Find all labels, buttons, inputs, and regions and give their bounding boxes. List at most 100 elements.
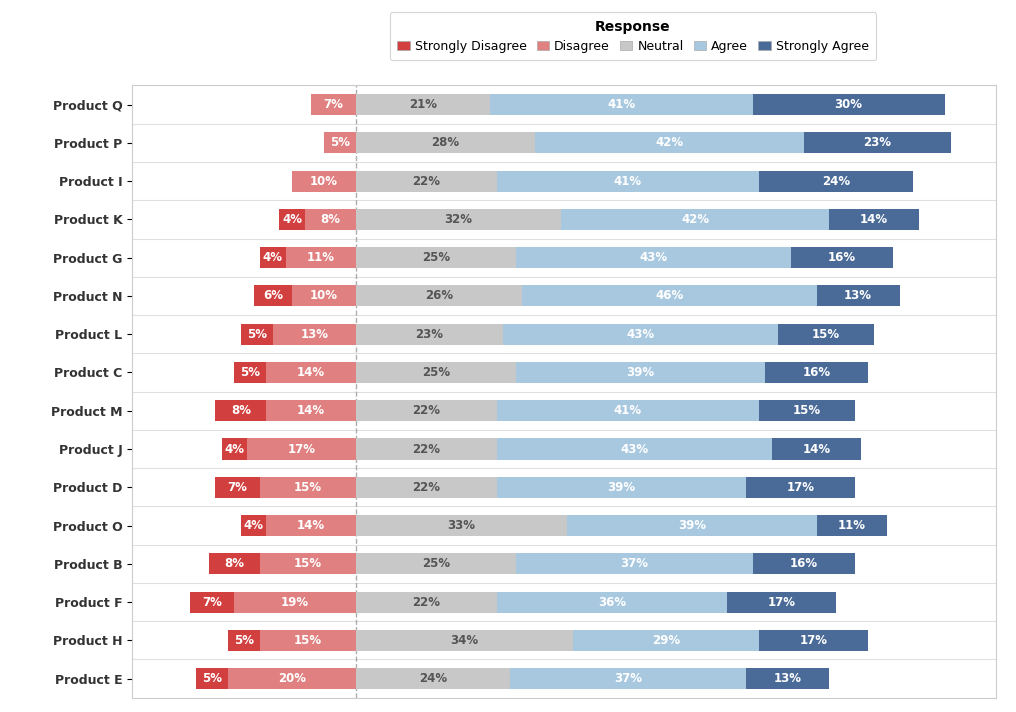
Text: 15%: 15% [792, 404, 821, 417]
Bar [497, 400, 759, 422]
Bar [791, 247, 893, 268]
Text: 30%: 30% [834, 98, 863, 111]
Text: 29%: 29% [652, 634, 681, 647]
Text: 4%: 4% [282, 213, 302, 226]
Bar [356, 362, 516, 383]
Bar [266, 515, 356, 536]
Text: 39%: 39% [627, 366, 654, 379]
Bar [196, 668, 228, 689]
Bar [356, 324, 503, 345]
Bar [356, 592, 497, 612]
Bar [356, 94, 491, 115]
Text: 25%: 25% [422, 251, 450, 264]
Text: 23%: 23% [864, 136, 891, 150]
Text: 5%: 5% [234, 634, 254, 647]
Text: 10%: 10% [310, 174, 338, 188]
Bar [305, 209, 356, 230]
Text: 41%: 41% [614, 174, 642, 188]
Bar [746, 668, 829, 689]
Bar [567, 515, 817, 536]
Bar [260, 553, 356, 575]
Text: 16%: 16% [789, 557, 818, 570]
Text: 4%: 4% [225, 442, 245, 456]
Text: 22%: 22% [412, 174, 440, 188]
Text: 14%: 14% [861, 213, 888, 226]
Bar [516, 553, 753, 575]
Bar [228, 630, 260, 651]
Text: 17%: 17% [767, 595, 796, 609]
Bar [292, 171, 356, 192]
Bar [522, 286, 817, 306]
Text: 22%: 22% [412, 481, 440, 494]
Text: 24%: 24% [419, 672, 447, 685]
Text: 13%: 13% [301, 328, 328, 341]
Text: 14%: 14% [297, 519, 325, 532]
Bar [221, 439, 247, 459]
Bar [235, 592, 356, 612]
Text: 7%: 7% [228, 481, 248, 494]
Text: 13%: 13% [774, 672, 802, 685]
Text: 33%: 33% [447, 519, 475, 532]
Bar [356, 668, 509, 689]
Text: 15%: 15% [812, 328, 840, 341]
Bar [356, 286, 522, 306]
Bar [356, 132, 535, 153]
Text: 22%: 22% [412, 595, 440, 609]
Text: 7%: 7% [324, 98, 343, 111]
Text: 8%: 8% [225, 557, 245, 570]
Text: 36%: 36% [597, 595, 626, 609]
Text: 41%: 41% [608, 98, 636, 111]
Bar [260, 477, 356, 498]
Bar [241, 515, 266, 536]
Bar [516, 362, 765, 383]
Text: 22%: 22% [412, 404, 440, 417]
Text: 17%: 17% [786, 481, 815, 494]
Text: 11%: 11% [307, 251, 335, 264]
Text: 17%: 17% [288, 442, 316, 456]
Text: 37%: 37% [614, 672, 642, 685]
Bar [311, 94, 356, 115]
Bar [759, 400, 854, 422]
Bar [356, 439, 497, 459]
Bar [285, 247, 356, 268]
Bar [772, 439, 862, 459]
Bar [497, 171, 759, 192]
Bar [356, 553, 516, 575]
Text: 8%: 8% [320, 213, 340, 226]
Bar [503, 324, 778, 345]
Bar [356, 247, 516, 268]
Bar [215, 477, 260, 498]
Text: 34%: 34% [451, 634, 479, 647]
Bar [356, 515, 567, 536]
Legend: Strongly Disagree, Disagree, Neutral, Agree, Strongly Agree: Strongly Disagree, Disagree, Neutral, Ag… [390, 12, 876, 61]
Text: 24%: 24% [822, 174, 849, 188]
Bar [279, 209, 305, 230]
Bar [817, 286, 900, 306]
Bar [746, 477, 854, 498]
Bar [235, 362, 266, 383]
Bar [765, 362, 868, 383]
Bar [753, 553, 854, 575]
Text: 7%: 7% [202, 595, 221, 609]
Text: 16%: 16% [803, 366, 831, 379]
Text: 16%: 16% [828, 251, 856, 264]
Text: 14%: 14% [803, 442, 831, 456]
Text: 25%: 25% [422, 366, 450, 379]
Text: 17%: 17% [800, 634, 827, 647]
Text: 42%: 42% [655, 136, 684, 150]
Bar [324, 132, 356, 153]
Bar [356, 209, 561, 230]
Bar [241, 324, 273, 345]
Bar [759, 630, 868, 651]
Bar [516, 247, 791, 268]
Bar [266, 362, 356, 383]
Text: 15%: 15% [294, 634, 322, 647]
Text: 39%: 39% [678, 519, 706, 532]
Bar [561, 209, 829, 230]
Text: 5%: 5% [241, 366, 260, 379]
Bar [497, 439, 772, 459]
Bar [727, 592, 836, 612]
Bar [356, 477, 497, 498]
Text: 5%: 5% [330, 136, 350, 150]
Text: 19%: 19% [281, 595, 309, 609]
